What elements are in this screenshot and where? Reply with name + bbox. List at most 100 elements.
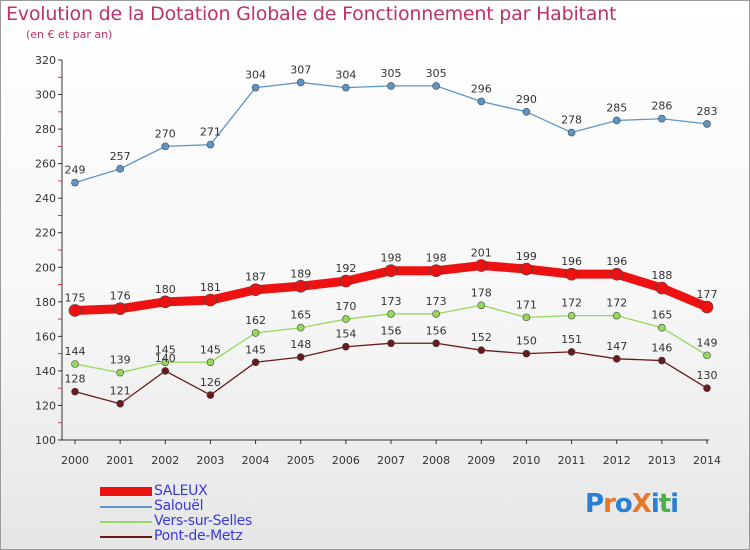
data-label-vers-sur-selles: 173	[426, 295, 447, 308]
y-tick-label: 240	[35, 192, 56, 205]
data-point-pont-de-metz	[161, 367, 170, 375]
data-point-saleux	[204, 293, 217, 307]
data-label-saleux: 189	[290, 267, 311, 280]
data-label-vers-sur-selles: 145	[200, 343, 221, 356]
legend-swatch-salouel	[100, 505, 152, 508]
data-point-pont-de-metz	[567, 348, 576, 356]
data-label-saleux: 181	[200, 281, 221, 294]
y-tick-label: 260	[35, 158, 56, 171]
logo-letter: i	[650, 489, 660, 519]
data-point-pont-de-metz	[477, 346, 486, 354]
logo-letter: P	[585, 489, 604, 519]
data-label-salou-l: 290	[516, 93, 537, 106]
data-label-salou-l: 304	[245, 69, 266, 82]
data-point-saleux	[68, 304, 82, 317]
data-label-pont-de-metz: 121	[110, 385, 131, 398]
data-label-vers-sur-selles: 178	[471, 286, 492, 299]
legend-label-pont-de-metz: Pont-de-Metz	[154, 528, 243, 544]
data-label-vers-sur-selles: 165	[290, 309, 311, 322]
data-point-saleux	[384, 264, 398, 278]
data-label-pont-de-metz: 145	[245, 343, 266, 356]
data-point-vers-sur-selles	[567, 311, 576, 320]
y-tick-label: 160	[35, 330, 56, 343]
data-point-salou-l	[522, 108, 531, 116]
data-point-salou-l	[206, 140, 215, 149]
data-point-pont-de-metz	[116, 399, 124, 408]
data-label-saleux: 196	[561, 255, 582, 268]
x-tick-label: 2001	[106, 454, 134, 467]
data-point-saleux	[655, 281, 669, 295]
x-tick-label: 2003	[196, 454, 224, 467]
data-point-pont-de-metz	[342, 342, 350, 351]
y-tick-label: 320	[35, 54, 56, 67]
data-label-saleux: 199	[516, 250, 537, 263]
data-label-vers-sur-selles: 173	[381, 295, 402, 308]
legend-item-salouel: Salouël	[100, 499, 300, 514]
data-point-saleux	[294, 279, 308, 293]
data-label-salou-l: 285	[606, 101, 627, 114]
data-label-saleux: 175	[65, 291, 86, 304]
data-label-vers-sur-selles: 149	[697, 336, 718, 349]
data-label-salou-l: 286	[651, 100, 672, 113]
data-point-salou-l	[477, 97, 486, 106]
data-label-salou-l: 305	[426, 67, 447, 80]
data-point-vers-sur-selles	[387, 310, 395, 318]
data-label-pont-de-metz: 130	[697, 369, 718, 382]
x-tick-label: 2014	[693, 454, 721, 467]
data-label-pont-de-metz: 128	[65, 373, 86, 386]
data-label-pont-de-metz: 147	[606, 340, 627, 353]
x-tick-label: 2005	[287, 454, 315, 467]
logo-letter: o	[614, 489, 633, 519]
y-tick-label: 220	[35, 227, 56, 240]
data-point-vers-sur-selles	[612, 311, 621, 320]
data-point-salou-l	[161, 142, 170, 151]
legend-swatch-saleux	[100, 487, 152, 496]
proxiti-logo: ProXiti	[585, 489, 679, 519]
data-point-vers-sur-selles	[703, 351, 711, 360]
logo-letter: i	[670, 489, 679, 519]
y-tick-label: 180	[35, 296, 56, 309]
data-label-vers-sur-selles: 172	[561, 297, 582, 310]
data-point-pont-de-metz	[522, 349, 531, 358]
logo-letter: t	[658, 489, 671, 519]
data-label-pont-de-metz: 140	[155, 352, 176, 365]
data-point-salou-l	[432, 82, 440, 90]
data-label-pont-de-metz: 154	[335, 328, 356, 341]
data-label-pont-de-metz: 152	[471, 331, 492, 344]
data-label-saleux: 176	[110, 290, 131, 303]
logo-letter: r	[603, 489, 616, 519]
x-tick-label: 2006	[332, 454, 360, 467]
data-label-pont-de-metz: 151	[561, 333, 582, 346]
data-label-saleux: 201	[471, 247, 492, 260]
data-point-salou-l	[612, 116, 621, 125]
data-point-pont-de-metz	[206, 391, 215, 399]
legend-label-vers-sur-selles: Vers-sur-Selles	[154, 513, 252, 529]
data-point-saleux	[158, 295, 172, 309]
x-tick-label: 2007	[377, 454, 405, 467]
data-label-saleux: 187	[245, 271, 266, 284]
data-point-saleux	[474, 259, 488, 272]
legend-swatch-pont-de-metz	[100, 535, 152, 538]
data-label-saleux: 192	[335, 262, 356, 275]
legend-label-salouel: Salouël	[154, 498, 204, 514]
data-point-pont-de-metz	[387, 339, 395, 348]
data-point-vers-sur-selles	[658, 323, 666, 332]
data-point-saleux	[565, 267, 578, 281]
data-point-pont-de-metz	[703, 384, 711, 392]
data-point-saleux	[520, 262, 533, 276]
chart-title: Evolution de la Dotation Globale de Fonc…	[6, 3, 617, 25]
data-label-pont-de-metz: 148	[290, 338, 311, 351]
data-point-salou-l	[387, 82, 395, 90]
x-tick-label: 2004	[242, 454, 270, 467]
data-label-salou-l: 304	[335, 69, 356, 82]
data-point-salou-l	[296, 78, 305, 87]
data-point-salou-l	[251, 83, 260, 92]
data-label-saleux: 196	[606, 255, 627, 268]
data-point-vers-sur-selles	[71, 360, 79, 368]
data-point-saleux	[429, 264, 443, 278]
y-tick-label: 120	[35, 399, 56, 412]
x-tick-label: 2002	[151, 454, 179, 467]
y-tick-label: 200	[35, 261, 56, 274]
data-label-vers-sur-selles: 145	[155, 343, 176, 356]
data-point-pont-de-metz	[251, 358, 260, 367]
